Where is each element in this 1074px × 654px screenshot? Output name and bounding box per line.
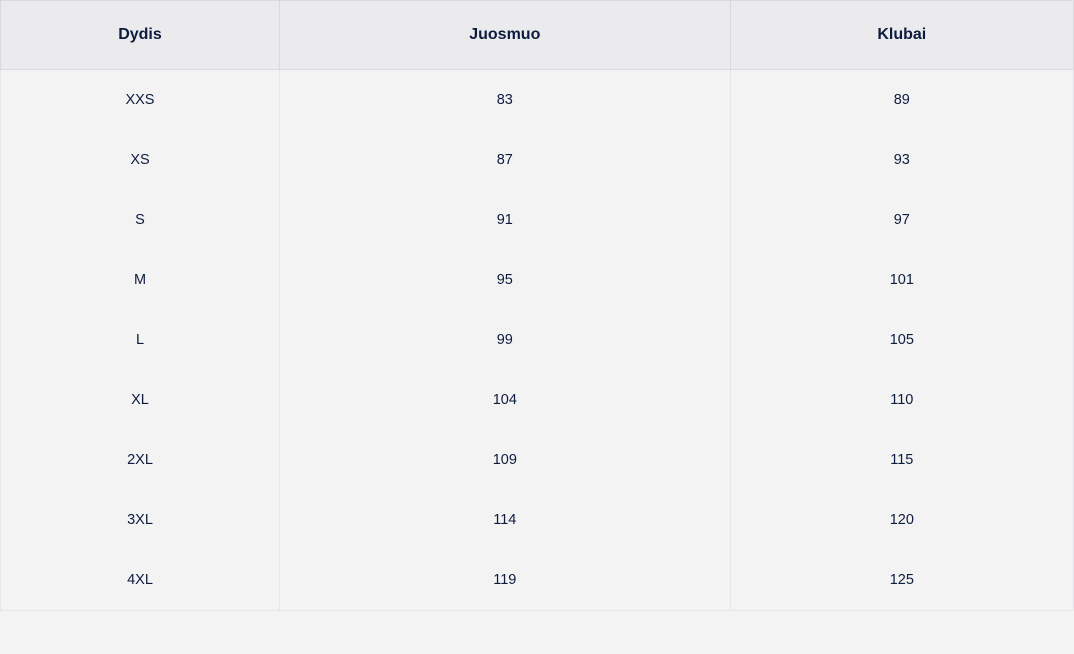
cell-hips: 105 xyxy=(730,310,1073,370)
cell-size: 4XL xyxy=(1,550,280,611)
table-row: M 95 101 xyxy=(1,250,1074,310)
cell-size: XS xyxy=(1,130,280,190)
cell-size: S xyxy=(1,190,280,250)
cell-waist: 114 xyxy=(279,490,730,550)
cell-hips: 125 xyxy=(730,550,1073,611)
table-row: L 99 105 xyxy=(1,310,1074,370)
size-table: Dydis Juosmuo Klubai XXS 83 89 XS 87 93 … xyxy=(0,0,1074,611)
cell-hips: 89 xyxy=(730,70,1073,131)
cell-size: 2XL xyxy=(1,430,280,490)
table-row: S 91 97 xyxy=(1,190,1074,250)
table-row: XXS 83 89 xyxy=(1,70,1074,131)
cell-hips: 97 xyxy=(730,190,1073,250)
cell-size: M xyxy=(1,250,280,310)
col-header-size: Dydis xyxy=(1,1,280,70)
cell-waist: 95 xyxy=(279,250,730,310)
table-row: XS 87 93 xyxy=(1,130,1074,190)
cell-waist: 99 xyxy=(279,310,730,370)
cell-waist: 91 xyxy=(279,190,730,250)
cell-size: XXS xyxy=(1,70,280,131)
cell-size: L xyxy=(1,310,280,370)
cell-waist: 119 xyxy=(279,550,730,611)
table-row: 4XL 119 125 xyxy=(1,550,1074,611)
cell-size: XL xyxy=(1,370,280,430)
cell-hips: 110 xyxy=(730,370,1073,430)
cell-hips: 120 xyxy=(730,490,1073,550)
cell-waist: 104 xyxy=(279,370,730,430)
cell-waist: 87 xyxy=(279,130,730,190)
table-header-row: Dydis Juosmuo Klubai xyxy=(1,1,1074,70)
cell-size: 3XL xyxy=(1,490,280,550)
table-row: 3XL 114 120 xyxy=(1,490,1074,550)
cell-waist: 83 xyxy=(279,70,730,131)
col-header-waist: Juosmuo xyxy=(279,1,730,70)
col-header-hips: Klubai xyxy=(730,1,1073,70)
cell-hips: 93 xyxy=(730,130,1073,190)
size-table-container: Dydis Juosmuo Klubai XXS 83 89 XS 87 93 … xyxy=(0,0,1074,654)
cell-waist: 109 xyxy=(279,430,730,490)
table-row: 2XL 109 115 xyxy=(1,430,1074,490)
cell-hips: 101 xyxy=(730,250,1073,310)
cell-hips: 115 xyxy=(730,430,1073,490)
table-row: XL 104 110 xyxy=(1,370,1074,430)
